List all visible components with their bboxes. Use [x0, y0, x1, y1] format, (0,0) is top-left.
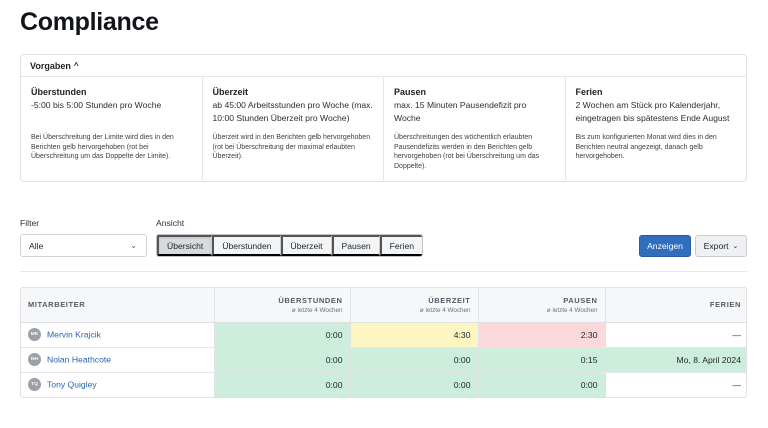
rule-note: Überschreitungen des wöchentlich erlaubt… — [394, 134, 540, 170]
export-button[interactable]: Export ⌄ — [695, 235, 747, 257]
breaks-cell: 0:15 — [478, 347, 606, 373]
filter-label: Filter — [20, 218, 40, 228]
rule-title: Überzeit — [212, 87, 249, 97]
view-breaks-button[interactable]: Pausen — [331, 235, 380, 256]
avatar: TQ — [28, 378, 41, 392]
avatar: NH — [28, 353, 41, 366]
rule-title: Ferien — [575, 87, 603, 97]
column-subheader: ⌀ letzte 4 Wochen — [546, 306, 598, 314]
employee-cell: TQ Tony Quigley — [21, 372, 215, 397]
rule-note: Bis zum konfigurierten Monat wird dies i… — [575, 134, 717, 161]
rules-toggle[interactable]: Vorgaben ^ — [21, 55, 746, 77]
rule-description: -5:00 bis 5:00 Stunden pro Woche — [31, 100, 162, 110]
column-subheader: ⌀ letzte 4 Wochen — [291, 306, 343, 314]
rule-vacation: Ferien 2 Wochen am Stück pro Kalenderjah… — [566, 77, 747, 182]
view-switcher: Übersicht Überstunden Überzeit Pausen Fe… — [156, 234, 424, 257]
rule-note: Überzeit wird in den Berichten gelb herv… — [212, 134, 371, 161]
overtime-cell: 0:00 — [214, 347, 351, 373]
view-overview-button[interactable]: Übersicht — [157, 235, 213, 256]
view-extra-time-button[interactable]: Überzeit — [280, 235, 332, 256]
employee-link[interactable]: Nolan Heathcote — [47, 354, 112, 365]
column-header-employee[interactable]: MITARBEITER — [21, 288, 215, 323]
employee-cell: MK Mervin Krajcik — [21, 322, 215, 348]
employee-cell: NH Nolan Heathcote — [21, 347, 215, 373]
rule-breaks: Pausen max. 15 Minuten Pausendefizit pro… — [384, 77, 566, 182]
rule-title: Pausen — [394, 87, 427, 97]
rule-description: 2 Wochen am Stück pro Kalenderjahr, eing… — [575, 100, 730, 123]
table-row: MK Mervin Krajcik 0:00 4:30 2:30 — — [21, 322, 746, 348]
filter-select[interactable]: Alle ⌄ — [20, 234, 147, 257]
rules-panel: Vorgaben ^ Überstunden -5:00 bis 5:00 St… — [20, 54, 747, 182]
breaks-cell: 0:00 — [478, 372, 606, 397]
column-subheader: ⌀ letzte 4 Wochen — [419, 306, 471, 314]
rule-description: ab 45:00 Arbeitsstunden pro Woche (max. … — [212, 100, 373, 123]
chevron-down-icon: ⌄ — [732, 243, 739, 250]
overtime-cell: 0:00 — [214, 372, 351, 397]
view-label: Ansicht — [156, 218, 185, 228]
rule-note: Bei Überschreitung der Limite wird dies … — [31, 134, 174, 161]
rule-title: Überstunden — [31, 87, 87, 97]
vacation-cell: — — [605, 322, 746, 348]
overtime-cell: 0:00 — [214, 322, 351, 348]
view-overtime-button[interactable]: Überstunden — [212, 235, 281, 256]
employee-link[interactable]: Tony Quigley — [47, 379, 97, 390]
avatar: MK — [28, 328, 41, 341]
table-row: NH Nolan Heathcote 0:00 0:00 0:15 Mo, 8. … — [21, 347, 746, 373]
extra-time-cell: 4:30 — [350, 322, 479, 348]
column-header-breaks[interactable]: PAUSEN ⌀ letzte 4 Wochen — [478, 288, 606, 323]
extra-time-cell: 0:00 — [350, 372, 479, 397]
table-row: TQ Tony Quigley 0:00 0:00 0:00 — — [21, 372, 746, 397]
view-vacation-button[interactable]: Ferien — [379, 235, 423, 256]
employee-link[interactable]: Mervin Krajcik — [47, 329, 101, 340]
export-label: Export — [703, 241, 729, 251]
table-header-row: MITARBEITER ÜBERSTUNDEN ⌀ letzte 4 Wochen… — [21, 288, 746, 323]
breaks-cell: 2:30 — [478, 322, 606, 348]
rules-header-label: Vorgaben — [30, 60, 71, 71]
column-header-overtime[interactable]: ÜBERSTUNDEN ⌀ letzte 4 Wochen — [214, 288, 351, 323]
chevron-down-icon: ⌄ — [130, 241, 137, 250]
filter-value: Alle — [29, 240, 44, 251]
chevron-up-icon: ^ — [73, 61, 79, 70]
column-header-extra-time[interactable]: ÜBERZEIT ⌀ letzte 4 Wochen — [350, 288, 479, 323]
page-title: Compliance — [20, 8, 159, 36]
rule-overtime: Überstunden -5:00 bis 5:00 Stunden pro W… — [21, 77, 203, 182]
compliance-table: MITARBEITER ÜBERSTUNDEN ⌀ letzte 4 Wochen… — [20, 287, 747, 398]
rule-description: max. 15 Minuten Pausendefizit pro Woche — [394, 100, 527, 123]
rule-extra-time: Überzeit ab 45:00 Arbeitsstunden pro Woc… — [203, 77, 384, 182]
extra-time-cell: 0:00 — [350, 347, 479, 373]
vacation-cell: — — [732, 379, 741, 390]
rules-grid: Überstunden -5:00 bis 5:00 Stunden pro W… — [21, 77, 746, 182]
divider — [20, 271, 747, 272]
column-header-vacation[interactable]: FERIEN — [605, 288, 746, 323]
show-button[interactable]: Anzeigen — [639, 235, 691, 257]
vacation-cell: Mo, 8. April 2024 — [605, 347, 746, 373]
